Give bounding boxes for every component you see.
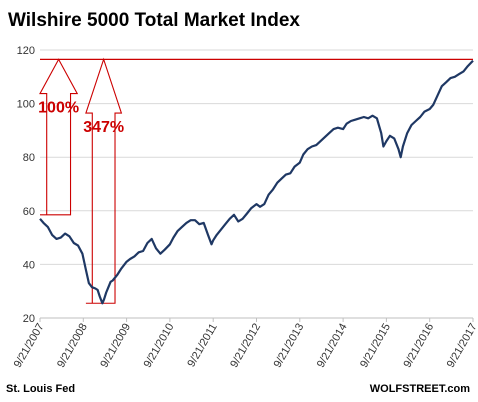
x-tick-label: 9/21/2010	[142, 322, 177, 370]
annotations-front: 100%347%	[38, 58, 473, 136]
gain-arrow-outline	[39, 58, 79, 216]
x-tick-label: 9/21/2014	[315, 322, 350, 370]
x-tick-label: 9/21/2012	[228, 322, 263, 370]
y-tick-label: 80	[23, 152, 35, 164]
y-tick-label: 60	[23, 206, 35, 218]
x-tick-label: 9/21/2008	[55, 322, 90, 370]
x-tick-label: 9/21/2009	[98, 322, 133, 370]
x-axis-ticks: 9/21/2007 9/21/2008 9/21/2009 9/21/2010 9/21…	[12, 318, 478, 370]
y-tick-label: 120	[17, 45, 35, 57]
x-tick-label: 9/21/2013	[272, 322, 307, 370]
chart-title: Wilshire 5000 Total Market Index	[8, 10, 300, 31]
x-tick-label: 9/21/2015	[358, 322, 393, 370]
annotations-back	[39, 57, 123, 304]
gain-arrow-outline	[85, 57, 123, 304]
x-tick-label: 9/21/2007	[12, 322, 47, 370]
gain-label: 347%	[83, 119, 124, 136]
x-tick-label: 9/21/2017	[445, 322, 478, 370]
x-tick-label: 9/21/2011	[185, 322, 219, 370]
y-tick-label: 100	[17, 99, 35, 111]
series-line	[39, 59, 474, 305]
y-axis-ticks: 20 40 60 80 100 120	[17, 45, 35, 325]
gain-label: 100%	[38, 100, 79, 117]
source-left: St. Louis Fed	[6, 383, 75, 395]
series-layer	[39, 59, 474, 305]
grid	[40, 49, 473, 319]
source-right: WOLFSTREET.com	[370, 383, 470, 395]
y-tick-label: 20	[23, 313, 35, 325]
x-tick-label: 9/21/2016	[401, 322, 436, 370]
y-tick-label: 40	[23, 259, 35, 271]
